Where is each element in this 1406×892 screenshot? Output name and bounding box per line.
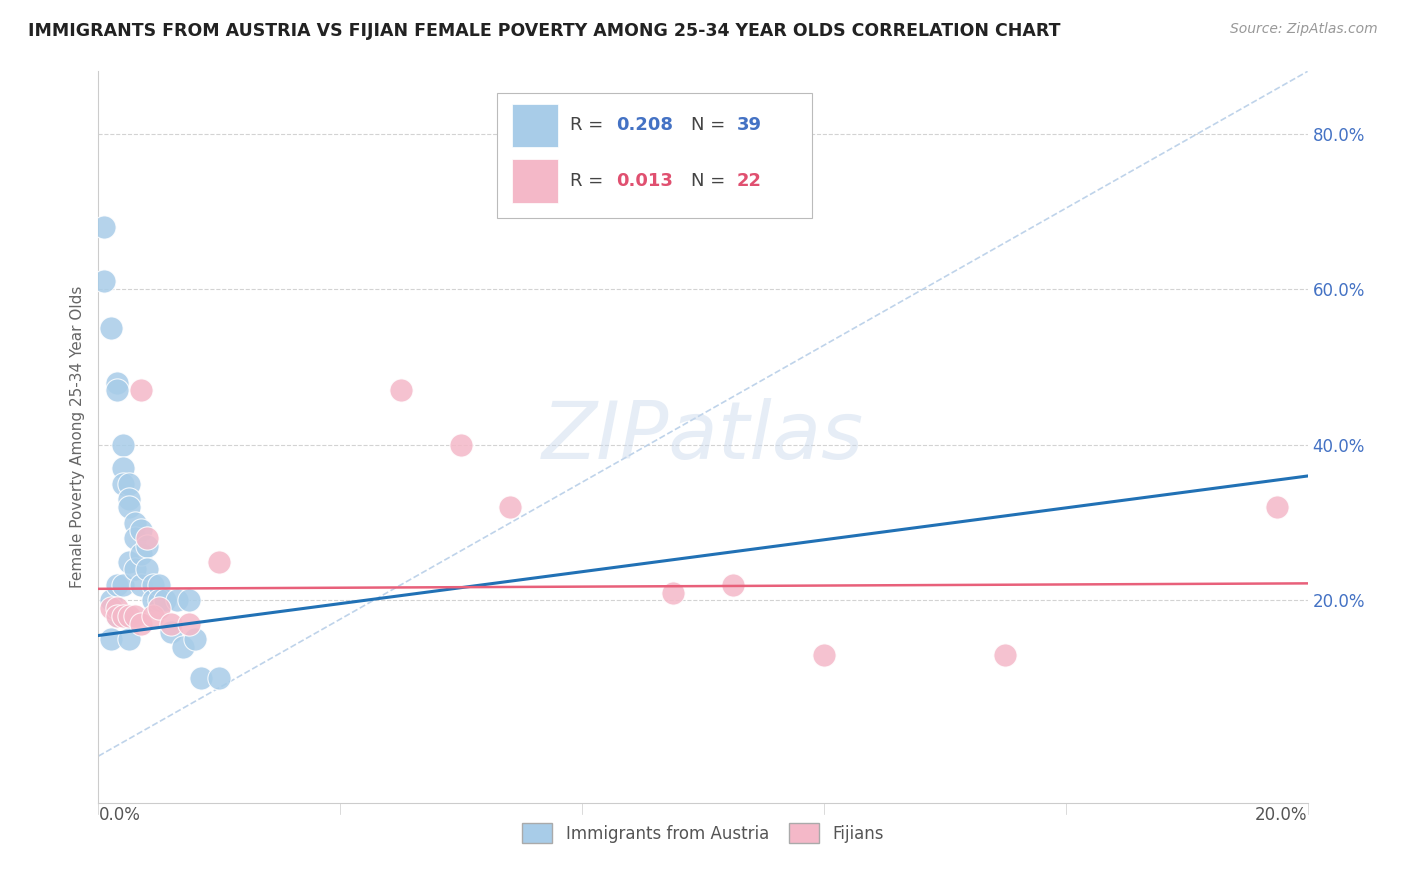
- Point: [172, 640, 194, 655]
- Point: [129, 578, 152, 592]
- Point: [100, 321, 122, 335]
- Point: [450, 438, 472, 452]
- Point: [142, 593, 165, 607]
- Point: [661, 585, 683, 599]
- Text: 22: 22: [737, 172, 762, 190]
- Point: [135, 531, 157, 545]
- Point: [124, 562, 146, 576]
- Point: [118, 609, 141, 624]
- Text: Source: ZipAtlas.com: Source: ZipAtlas.com: [1230, 22, 1378, 37]
- Text: ZIPatlas: ZIPatlas: [541, 398, 865, 476]
- Text: R =: R =: [569, 172, 609, 190]
- Text: 39: 39: [737, 117, 762, 135]
- Point: [118, 500, 141, 515]
- Point: [111, 609, 134, 624]
- Legend: Immigrants from Austria, Fijians: Immigrants from Austria, Fijians: [516, 817, 890, 849]
- FancyBboxPatch shape: [512, 159, 558, 203]
- Point: [124, 531, 146, 545]
- Point: [111, 461, 134, 475]
- Point: [118, 555, 141, 569]
- Point: [100, 632, 122, 647]
- Point: [111, 609, 134, 624]
- Text: N =: N =: [690, 117, 731, 135]
- Point: [118, 632, 141, 647]
- Point: [135, 562, 157, 576]
- Point: [129, 384, 152, 398]
- Text: R =: R =: [569, 117, 609, 135]
- Point: [389, 384, 412, 398]
- Point: [124, 609, 146, 624]
- Point: [179, 593, 201, 607]
- Text: IMMIGRANTS FROM AUSTRIA VS FIJIAN FEMALE POVERTY AMONG 25-34 YEAR OLDS CORRELATI: IMMIGRANTS FROM AUSTRIA VS FIJIAN FEMALE…: [28, 22, 1060, 40]
- Point: [208, 555, 231, 569]
- Point: [142, 578, 165, 592]
- Point: [105, 609, 128, 624]
- Point: [148, 578, 170, 592]
- Point: [135, 539, 157, 553]
- Text: 20.0%: 20.0%: [1256, 805, 1308, 824]
- Point: [723, 578, 745, 592]
- Point: [208, 671, 231, 685]
- Point: [129, 547, 152, 561]
- Point: [179, 616, 201, 631]
- Point: [93, 275, 115, 289]
- Point: [148, 593, 170, 607]
- Point: [142, 609, 165, 624]
- Point: [111, 476, 134, 491]
- Point: [160, 624, 183, 639]
- Point: [93, 219, 115, 234]
- Point: [124, 516, 146, 530]
- Point: [100, 601, 122, 615]
- Point: [111, 438, 134, 452]
- Point: [498, 500, 520, 515]
- Point: [1267, 500, 1289, 515]
- Point: [118, 476, 141, 491]
- Point: [105, 376, 128, 390]
- FancyBboxPatch shape: [498, 94, 811, 218]
- Point: [190, 671, 212, 685]
- Text: N =: N =: [690, 172, 731, 190]
- Point: [148, 601, 170, 615]
- Point: [105, 384, 128, 398]
- Point: [184, 632, 207, 647]
- Point: [813, 648, 835, 662]
- Point: [153, 593, 176, 607]
- Point: [129, 616, 152, 631]
- Point: [100, 593, 122, 607]
- Point: [994, 648, 1017, 662]
- FancyBboxPatch shape: [512, 103, 558, 147]
- Text: 0.013: 0.013: [616, 172, 673, 190]
- Point: [166, 593, 188, 607]
- Point: [118, 492, 141, 507]
- Point: [129, 524, 152, 538]
- Point: [160, 616, 183, 631]
- Point: [111, 578, 134, 592]
- Point: [105, 609, 128, 624]
- Text: 0.0%: 0.0%: [98, 805, 141, 824]
- Y-axis label: Female Poverty Among 25-34 Year Olds: Female Poverty Among 25-34 Year Olds: [69, 286, 84, 588]
- Text: 0.208: 0.208: [616, 117, 673, 135]
- Point: [105, 578, 128, 592]
- Point: [105, 601, 128, 615]
